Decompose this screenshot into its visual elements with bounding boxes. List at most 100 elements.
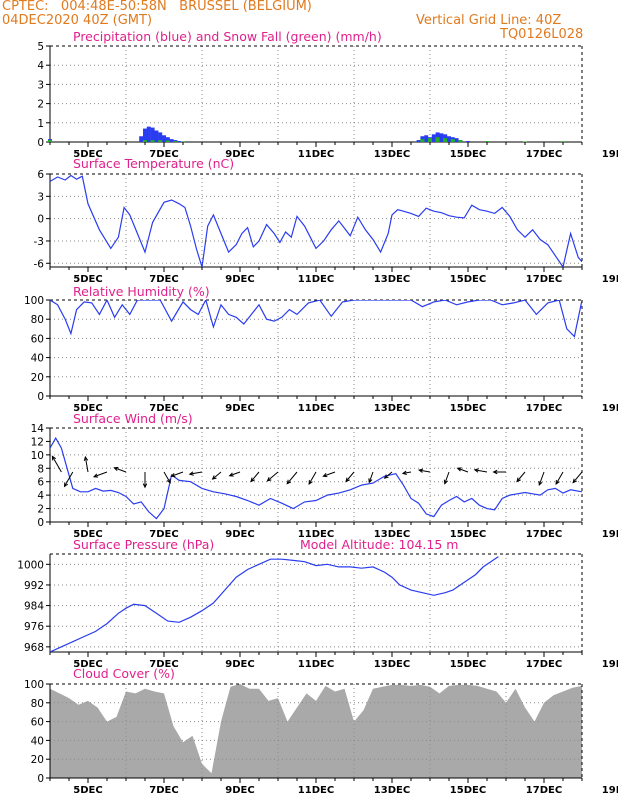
x-tick-label: 19DEC [602, 659, 618, 670]
x-tick-label: 7DEC [149, 785, 178, 796]
x-tick-label: 19DEC [602, 529, 618, 540]
x-tick-label: 15DEC [450, 274, 486, 285]
y-tick-label: 1000 [17, 559, 44, 571]
y-tick-label: 60 [31, 333, 44, 345]
wind-vector-shaft [250, 471, 260, 482]
y-tick-label: 0 [37, 214, 44, 226]
y-tick-label: 4 [37, 60, 44, 72]
panel-title: Surface Pressure (hPa) [73, 537, 214, 552]
panel-title: Relative Humidity (%) [73, 284, 210, 299]
bar-snow-fall [523, 141, 527, 142]
x-tick-label: 11DEC [298, 529, 334, 540]
header-datetime: 04DEC2020 40Z (GMT) [2, 13, 153, 28]
header-location: CPTEC: 004:48E-50:58N BRUSSEL (BELGIUM) [2, 0, 312, 14]
wind-vector [572, 471, 583, 484]
y-tick-label: 6 [37, 477, 44, 489]
x-tick-label: 9DEC [225, 149, 254, 160]
bar-precipitation [447, 136, 451, 142]
wind-vector-head [418, 468, 424, 473]
x-tick-label: 15DEC [450, 149, 486, 160]
wind-vector-head [322, 473, 328, 478]
x-tick-label: 9DEC [225, 274, 254, 285]
panel-2: -6 -3 0 3 6 5DEC 7DEC 9DEC 11DEC 13DEC 15DEC 17DEC 1… [34, 156, 618, 285]
wind-vector-shaft [402, 471, 412, 474]
bar-snow-fall [173, 141, 178, 142]
x-tick-label: 15DEC [450, 529, 486, 540]
bar-snow-fall [143, 140, 147, 142]
x-tick-label: 5DEC [73, 659, 102, 670]
series-cloud-cover [50, 684, 582, 778]
wind-vector-shaft [419, 469, 431, 473]
y-tick-label: 6 [37, 169, 44, 181]
y-tick-label: 0 [37, 137, 44, 149]
y-tick-label: 0 [37, 391, 44, 403]
x-tick-label: 5DEC [73, 274, 102, 285]
wind-vector-head [443, 479, 448, 485]
y-tick-label: 40 [31, 353, 44, 365]
y-tick-label: 80 [31, 314, 44, 326]
x-tick-label: 11DEC [298, 659, 334, 670]
bar-snow-fall [158, 140, 163, 142]
wind-vector [211, 471, 222, 480]
bar-precipitation [146, 126, 151, 142]
wind-vector-shaft [267, 471, 279, 482]
x-tick-label: 17DEC [526, 529, 562, 540]
wind-vector [92, 471, 108, 478]
bar-precipitation [162, 135, 166, 142]
panel-1: 0 1 2 3 4 5 5DEC 7DEC 9DEC 11DEC 13DEC 15DEC 17DEC 19… [37, 29, 618, 160]
bar-precipitation [139, 136, 144, 142]
wind-vector [308, 471, 317, 485]
x-tick-label: 13DEC [374, 403, 410, 414]
panel-5: 968 976 984 992 1000 5DEC 7DEC 9DEC 11DEC 13DEC 15… [17, 537, 618, 670]
x-tick-label: 11DEC [298, 403, 334, 414]
wind-vector-shaft [229, 471, 241, 477]
x-tick-label: 19DEC [602, 274, 618, 285]
wind-vector-head [383, 474, 389, 479]
bar-precipitation [424, 135, 429, 142]
wind-vector-head [555, 479, 560, 485]
x-tick-label: 15DEC [450, 785, 486, 796]
y-tick-label: 5 [37, 41, 44, 53]
y-tick-label: 1 [37, 118, 44, 130]
y-tick-label: 80 [31, 698, 44, 710]
y-tick-label: 14 [31, 423, 45, 435]
bar-snow-fall [428, 138, 432, 142]
wind-vector [63, 471, 74, 488]
wind-vector [443, 471, 450, 485]
y-tick-label: 4 [37, 490, 44, 502]
wind-vector [142, 472, 148, 489]
wind-vector [83, 455, 89, 473]
wind-vector-head [401, 470, 407, 475]
bar-snow-fall [181, 141, 185, 142]
wind-vector-head [572, 478, 577, 484]
wind-vector-shaft [368, 471, 374, 483]
wind-vector-head [170, 473, 176, 478]
bar-precipitation [466, 141, 470, 142]
wind-vector-shaft [286, 471, 298, 484]
wind-vector-shaft [457, 467, 469, 473]
bar-precipitation [169, 139, 174, 142]
x-tick-label: 7DEC [149, 149, 178, 160]
wind-vector-shaft [323, 471, 336, 477]
bar-precipitation [177, 141, 182, 142]
wind-vector-head [516, 477, 521, 483]
wind-vector-head [345, 477, 350, 483]
x-tick-label: 17DEC [526, 274, 562, 285]
wind-vector-head [250, 477, 255, 483]
x-tick-label: 15DEC [450, 403, 486, 414]
y-tick-label: 0 [37, 517, 44, 529]
wind-vector-head [473, 468, 479, 473]
bar-precipitation [143, 128, 147, 142]
wind-vector-head [368, 478, 373, 484]
wind-vector [322, 471, 336, 478]
wind-vector [516, 471, 526, 483]
series-line [50, 436, 582, 520]
bar-precipitation [439, 133, 444, 142]
wind-vector-head [211, 475, 217, 480]
y-tick-label: -3 [34, 236, 44, 248]
panel-title: Surface Wind (m/s) [73, 411, 193, 426]
wind-vector-head [286, 479, 292, 485]
bar-snow-fall [485, 141, 489, 142]
bar-precipitation [431, 134, 436, 142]
